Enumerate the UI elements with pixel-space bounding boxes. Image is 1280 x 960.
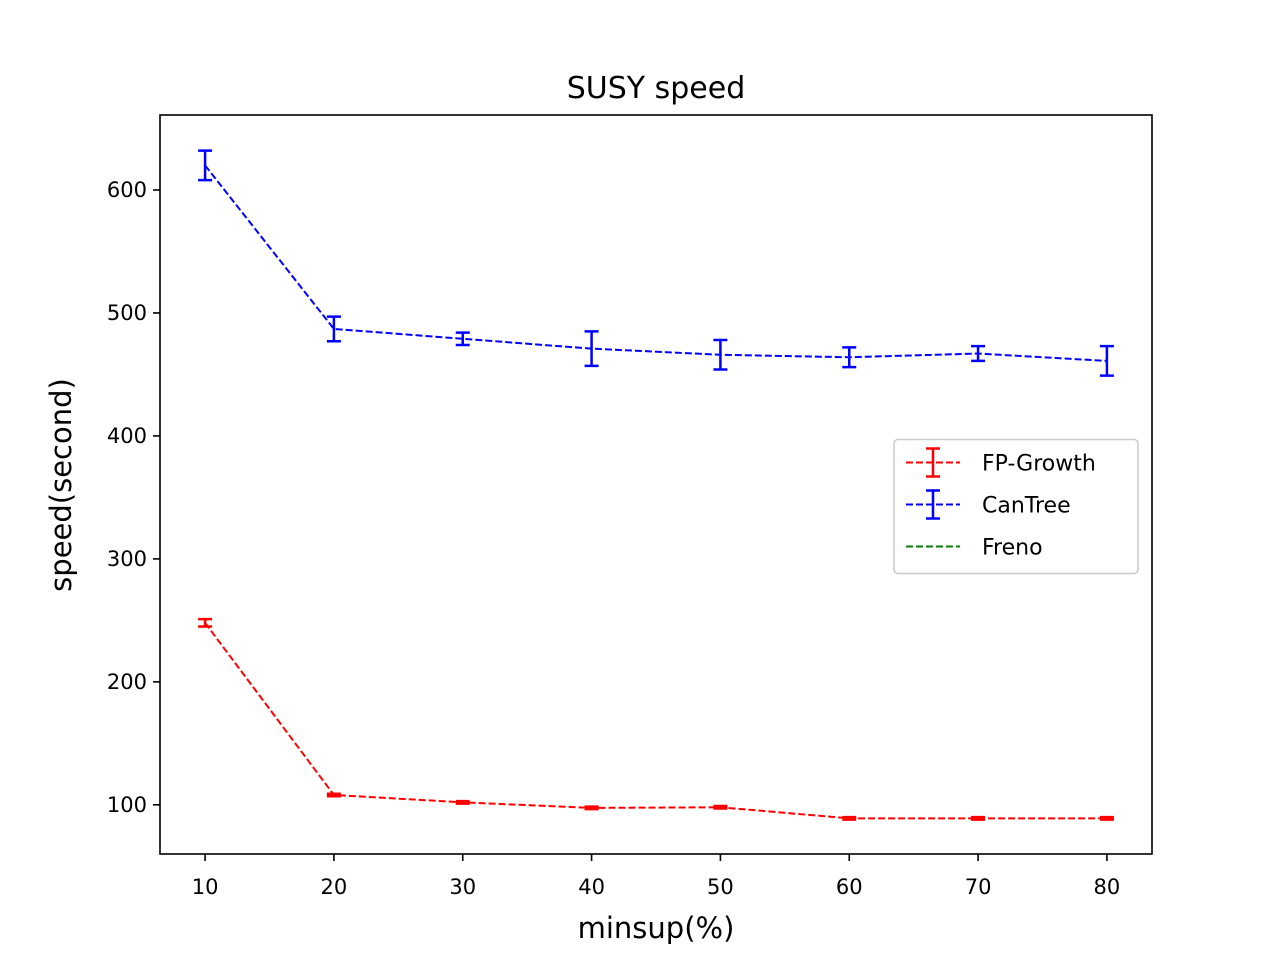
error-bar: [326, 792, 341, 798]
error-bar: [842, 815, 857, 821]
y-tick-label: 300: [107, 547, 147, 571]
error-bar: [584, 330, 599, 368]
series-line: [204, 622, 1107, 820]
x-tick-label: 80: [1094, 875, 1121, 899]
error-bar: [971, 815, 986, 821]
error-bar: [455, 331, 470, 347]
error-bar: [1099, 344, 1114, 377]
plot-frame: [159, 114, 1153, 855]
x-tick-label: 70: [965, 875, 992, 899]
y-axis-label: speed(second): [44, 378, 78, 592]
y-tick-label: 600: [107, 178, 147, 202]
x-tick-label: 60: [836, 875, 863, 899]
x-tick-label: 30: [449, 875, 476, 899]
error-bar: [198, 149, 213, 182]
x-tick-label: 20: [321, 875, 348, 899]
legend-errorbar: [926, 489, 940, 520]
legend-box: [893, 438, 1139, 575]
x-axis-label: minsup(%): [578, 911, 735, 945]
series-line: [204, 164, 1107, 362]
x-tick-label: 50: [707, 875, 734, 899]
y-tick-label: 500: [107, 301, 147, 325]
legend-label: CanTree: [982, 494, 1071, 519]
legend-errorbar: [926, 447, 940, 478]
error-bar: [455, 799, 470, 805]
y-tick-label: 200: [107, 670, 147, 694]
error-bar: [713, 804, 728, 810]
error-bar: [842, 346, 857, 369]
x-tick-label: 40: [578, 875, 605, 899]
error-bar: [198, 617, 213, 628]
y-tick-label: 100: [107, 793, 147, 817]
error-bar: [1099, 815, 1114, 821]
legend-label: Freno: [982, 536, 1043, 561]
legend-label: FP-Growth: [982, 452, 1096, 477]
error-bar: [713, 338, 728, 371]
error-bar: [584, 805, 599, 811]
error-bar: [971, 344, 986, 363]
error-bar: [326, 315, 341, 343]
x-tick-label: 10: [192, 875, 219, 899]
y-tick-label: 400: [107, 424, 147, 448]
chart-title: SUSY speed: [567, 71, 746, 106]
